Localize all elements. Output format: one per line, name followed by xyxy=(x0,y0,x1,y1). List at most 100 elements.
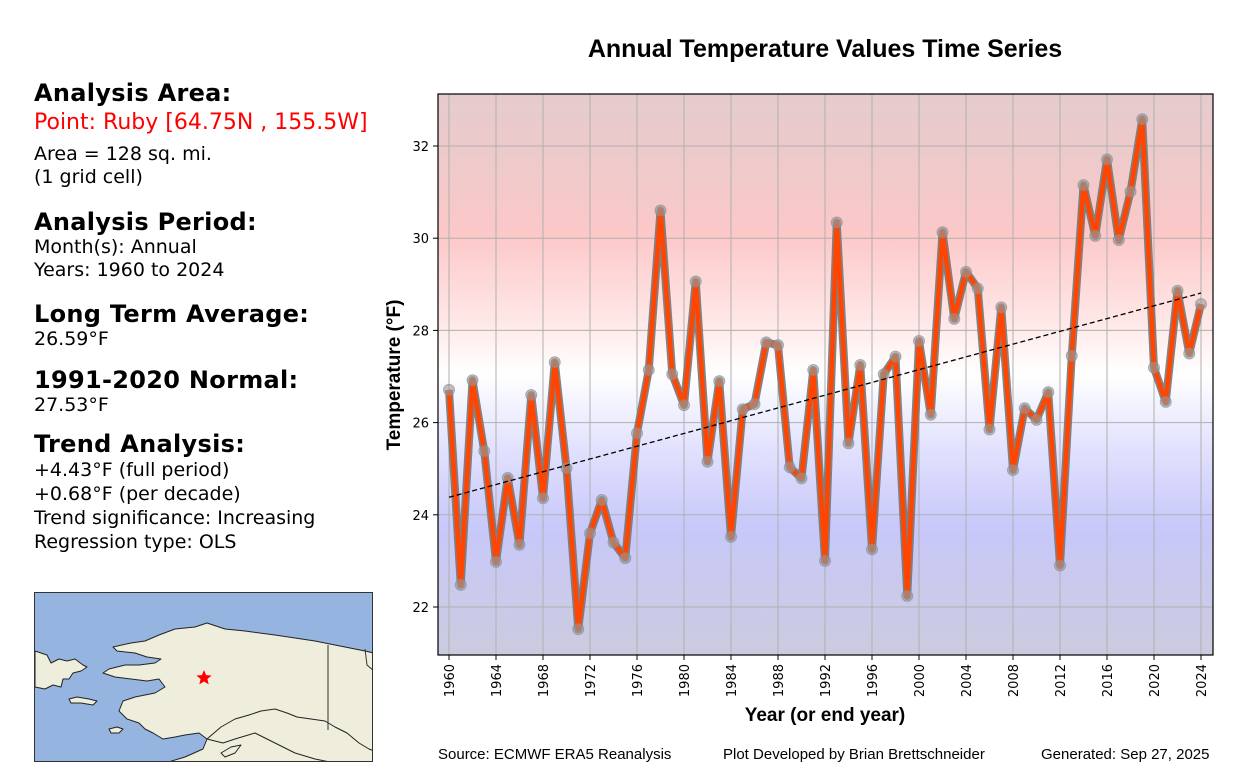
y-tick-label: 24 xyxy=(412,509,429,524)
plot-frame xyxy=(437,93,1214,656)
area-grid-cells: (1 grid cell) xyxy=(34,166,143,188)
data-point xyxy=(936,226,949,239)
data-point xyxy=(619,552,632,565)
y-tick-label: 26 xyxy=(412,417,429,432)
x-tick-label: 2024 xyxy=(1195,664,1210,697)
data-point xyxy=(560,462,573,475)
years-value: Years: 1960 to 2024 xyxy=(34,259,225,281)
data-point xyxy=(948,312,961,325)
data-point xyxy=(854,358,867,371)
normal-heading: 1991-2020 Normal: xyxy=(34,366,299,394)
y-axis-label: Temperature (°F) xyxy=(384,300,405,451)
data-point xyxy=(572,623,585,636)
y-tick-label: 30 xyxy=(412,232,429,247)
data-point xyxy=(548,356,561,369)
data-point xyxy=(877,368,890,381)
data-point xyxy=(842,437,855,450)
chart-title: Annual Temperature Values Time Series xyxy=(588,35,1062,63)
trend-analysis-heading: Trend Analysis: xyxy=(34,430,246,458)
data-point xyxy=(819,554,831,567)
data-point xyxy=(689,275,702,288)
x-tick-label: 2020 xyxy=(1148,664,1163,697)
star-icon xyxy=(196,670,212,685)
data-point xyxy=(983,423,996,436)
data-point xyxy=(1195,298,1207,311)
trend-per-decade: +0.68°F (per decade) xyxy=(34,483,241,505)
y-tick-label: 32 xyxy=(412,140,429,155)
author-credit: Plot Developed by Brian Brettschneider xyxy=(723,746,985,763)
data-point xyxy=(501,471,514,484)
data-point xyxy=(1101,153,1113,166)
data-point xyxy=(736,403,749,416)
x-axis-ticks: 1960 1964 1968 1972 1976 1980 1984 1988 1992 1996… xyxy=(443,655,1210,697)
data-point xyxy=(924,408,937,421)
data-point xyxy=(1042,386,1055,399)
x-tick-label: 1976 xyxy=(631,664,646,697)
data-point xyxy=(1018,402,1031,415)
data-point xyxy=(537,492,549,505)
analysis-area-section: Analysis Area: Point: Ruby [64.75N , 155… xyxy=(34,79,368,189)
normal-section: 1991-2020 Normal: 27.53°F xyxy=(34,366,298,417)
data-point xyxy=(995,301,1008,314)
data-point xyxy=(595,494,608,507)
data-point xyxy=(783,461,796,474)
data-point xyxy=(454,578,467,591)
data-point xyxy=(1007,464,1019,477)
normal-value: 27.53°F xyxy=(34,394,109,416)
x-tick-label: 1960 xyxy=(443,664,458,697)
data-point xyxy=(584,527,596,540)
trend-line xyxy=(448,292,1202,498)
data-point xyxy=(631,427,643,440)
data-point xyxy=(607,536,620,549)
bc-border xyxy=(364,648,372,670)
data-point xyxy=(1065,349,1078,362)
data-point xyxy=(642,364,655,377)
data-point xyxy=(772,339,784,352)
x-tick-label: 2000 xyxy=(913,664,928,697)
point-label: Point: Ruby [64.75N , 155.5W] xyxy=(34,110,368,135)
analysis-area-heading: Analysis Area: xyxy=(34,79,232,107)
x-tick-label: 2004 xyxy=(960,664,975,697)
data-point xyxy=(1124,185,1137,198)
analysis-period-heading: Analysis Period: xyxy=(34,208,257,236)
data-point xyxy=(466,374,479,387)
data-point xyxy=(1159,395,1172,408)
long-term-average-value: 26.59°F xyxy=(34,328,109,350)
y-tick-label: 22 xyxy=(412,601,429,616)
data-point xyxy=(807,364,820,377)
x-axis-label: Year (or end year) xyxy=(745,705,906,726)
data-point xyxy=(478,445,491,458)
x-tick-label: 1996 xyxy=(866,664,881,697)
long-term-average-section: Long Term Average: 26.59°F xyxy=(34,300,309,351)
area-size: Area = 128 sq. mi. xyxy=(34,143,212,165)
data-point xyxy=(901,589,914,602)
x-tick-label: 2012 xyxy=(1054,664,1069,697)
data-point xyxy=(1148,361,1160,374)
data-point xyxy=(513,538,526,551)
locator-map xyxy=(34,592,373,762)
trend-analysis-section: Trend Analysis: +4.43°F (full period) +0… xyxy=(34,430,315,554)
data-point xyxy=(1136,113,1149,126)
x-tick-label: 1968 xyxy=(537,664,552,697)
data-point xyxy=(701,455,714,468)
data-point xyxy=(866,543,878,556)
x-tick-label: 2016 xyxy=(1101,664,1116,697)
long-term-average-heading: Long Term Average: xyxy=(34,300,310,328)
data-point xyxy=(748,398,761,411)
y-tick-label: 28 xyxy=(412,324,429,339)
data-point xyxy=(960,265,972,278)
data-point xyxy=(1077,179,1090,192)
data-point xyxy=(971,282,984,295)
regression-type: Regression type: OLS xyxy=(34,531,237,553)
x-tick-label: 1988 xyxy=(772,664,787,697)
data-point xyxy=(1183,347,1196,360)
x-tick-label: 2008 xyxy=(1007,664,1022,697)
analysis-period-section: Analysis Period: Month(s): Annual Years:… xyxy=(34,208,257,282)
trend-significance: Trend significance: Increasing xyxy=(34,507,316,529)
kodiak-island xyxy=(220,744,242,758)
data-point xyxy=(666,368,679,381)
trend-full-period: +4.43°F (full period) xyxy=(34,459,230,481)
x-tick-label: 1992 xyxy=(819,664,834,697)
x-tick-label: 1964 xyxy=(490,664,505,697)
